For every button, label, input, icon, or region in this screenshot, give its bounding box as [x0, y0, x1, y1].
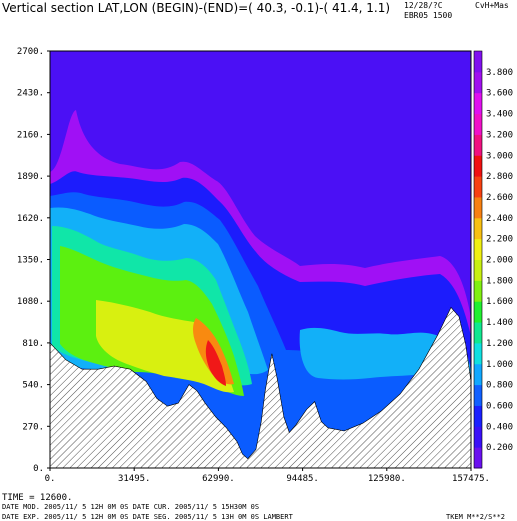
tke-contour-3.0: [205, 340, 226, 386]
x-tick-label: 125980.: [368, 474, 406, 484]
colorbar-swatch: [474, 113, 482, 135]
colorbar-swatch: [474, 176, 482, 198]
tke-contour-2.2: [96, 300, 234, 393]
colorbar-label: 3.400: [486, 110, 513, 120]
terrain-profile: [50, 306, 471, 468]
x-tick-label: 31495.: [118, 474, 151, 484]
colorbar-swatch: [474, 259, 482, 281]
colorbar-swatch: [474, 217, 482, 240]
colorbar-swatch: [474, 363, 482, 386]
colorbar-label: 3.800: [486, 68, 513, 78]
colorbar-label: 2.200: [486, 235, 513, 245]
x-tick-label: 157475.: [452, 474, 490, 484]
y-tick-label: 1890.: [17, 172, 44, 182]
colorbar-label: 0.600: [486, 401, 513, 411]
colorbar-label: 3.200: [486, 130, 513, 140]
header-code: CvH+Mas: [475, 1, 509, 10]
colorbar-label: 2.600: [486, 193, 513, 203]
y-tick-label: 1080.: [17, 297, 44, 307]
y-tick-label: 540.: [22, 381, 44, 391]
colorbar-label: 0.400: [486, 422, 513, 432]
x-tick-label: 0.: [45, 474, 56, 484]
y-tick-label: 810.: [22, 339, 44, 349]
chart-title: Vertical section LAT,LON (BEGIN)-(END)=(…: [2, 1, 391, 15]
colorbar: 0.200 0.400 0.600 0.800 1.000 1.200 1.400 1.600…: [473, 50, 513, 469]
x-axis: 0. 31495. 62990. 94485. 125980. 157475.: [45, 468, 490, 484]
colorbar-swatch: [474, 405, 482, 427]
colorbar-swatch: [474, 155, 482, 177]
colorbar-label: 0.200: [486, 443, 513, 453]
colorbar-label: 2.000: [486, 256, 513, 266]
colorbar-label: 2.400: [486, 214, 513, 224]
x-tick-label: 62990.: [202, 474, 235, 484]
x-tick-label: 94485.: [286, 474, 319, 484]
colorbar-swatch: [474, 238, 482, 260]
time-label: TIME = 12600.: [2, 493, 73, 503]
y-tick-label: 0.: [33, 464, 44, 474]
colorbar-swatch: [474, 301, 482, 323]
model-id: EBR05 1500: [404, 11, 453, 20]
y-tick-label: 2700.: [17, 47, 44, 57]
colorbar-label: 1.800: [486, 276, 513, 286]
colorbar-swatch: [474, 342, 482, 365]
terrain-layer: [50, 306, 471, 468]
colorbar-swatch: [474, 447, 482, 469]
y-axis: 0. 270. 540. 810. 1080. 1350. 1620. 1890. 2160. 2…: [17, 47, 50, 474]
colorbar-label: 3.000: [486, 151, 513, 161]
colorbar-label: 3.600: [486, 89, 513, 99]
y-tick-label: 270.: [22, 422, 44, 432]
colorbar-swatch: [474, 280, 482, 302]
colorbar-swatch: [474, 134, 482, 156]
colorbar-swatch: [474, 196, 482, 219]
date-line-2: DATE EXP. 2005/11/ 5 12H 0M 0S DATE SEG.…: [2, 513, 293, 521]
colorbar-label: 0.800: [486, 381, 513, 391]
tke-field: [50, 110, 471, 468]
colorbar-swatch: [474, 384, 482, 406]
colorbar-swatch: [474, 322, 482, 344]
colorbar-label: 1.600: [486, 297, 513, 307]
y-tick-label: 2430.: [17, 89, 44, 99]
colorbar-label: 1.200: [486, 339, 513, 349]
colorbar-swatch: [474, 71, 482, 94]
y-tick-label: 1350.: [17, 256, 44, 266]
colorbar-swatch: [474, 51, 482, 73]
colorbar-swatch: [474, 426, 482, 448]
date-code: 12/28/?C: [404, 1, 443, 10]
variable-label: TKEM M**2/S**2: [446, 513, 506, 521]
y-tick-label: 1620.: [17, 214, 44, 224]
colorbar-label: 1.400: [486, 318, 513, 328]
date-line-1: DATE MOD. 2005/11/ 5 12H 0M 0S DATE CUR.…: [2, 503, 260, 511]
colorbar-swatch: [474, 92, 482, 115]
colorbar-label: 2.800: [486, 172, 513, 182]
y-tick-label: 2160.: [17, 130, 44, 140]
colorbar-label: 1.000: [486, 360, 513, 370]
colorbar-frame: [473, 50, 483, 469]
